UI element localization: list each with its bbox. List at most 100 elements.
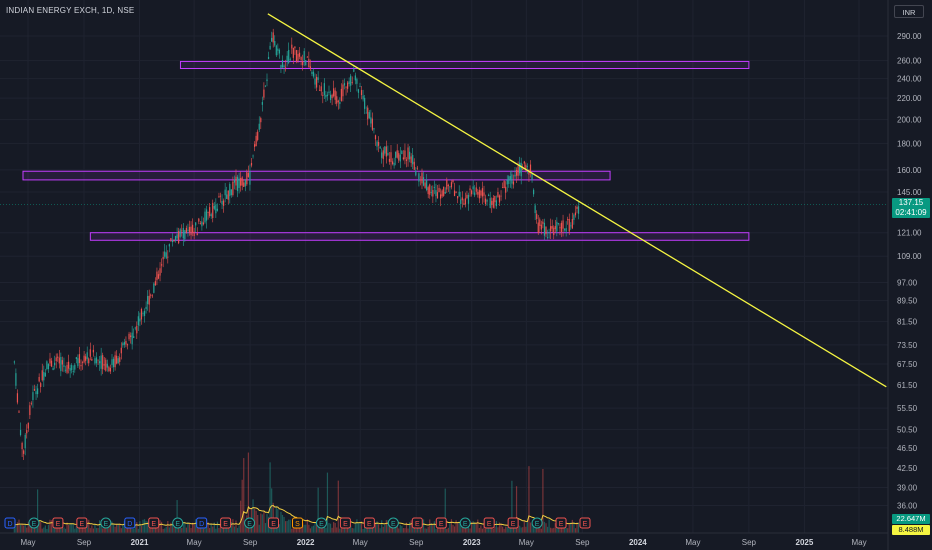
event-marker[interactable] bbox=[339, 517, 351, 529]
volume-bar bbox=[38, 521, 40, 533]
volume-bar bbox=[362, 528, 364, 533]
volume-bar bbox=[494, 527, 496, 533]
volume-bar bbox=[548, 519, 550, 533]
zone-rect[interactable] bbox=[179, 60, 750, 70]
candle-body bbox=[193, 231, 195, 237]
event-marker[interactable] bbox=[268, 517, 280, 529]
event-marker[interactable] bbox=[76, 517, 88, 529]
candle-body bbox=[402, 157, 404, 160]
event-marker[interactable] bbox=[507, 517, 519, 529]
currency-button[interactable]: INR bbox=[894, 5, 924, 18]
event-marker[interactable] bbox=[4, 517, 16, 529]
candle-body bbox=[263, 89, 265, 98]
candle-body bbox=[246, 171, 248, 185]
candle-body bbox=[418, 173, 420, 182]
volume-bar bbox=[453, 526, 456, 533]
candle-body bbox=[337, 100, 339, 103]
candle-body bbox=[373, 128, 375, 130]
volume-bar bbox=[325, 527, 327, 533]
event-marker-label: E bbox=[511, 521, 516, 528]
candle-body bbox=[433, 187, 435, 188]
event-marker[interactable] bbox=[28, 517, 40, 529]
event-marker-label: E bbox=[247, 521, 252, 528]
candle-body bbox=[565, 228, 567, 232]
event-marker-label: E bbox=[32, 521, 37, 528]
volume-bar bbox=[119, 523, 121, 533]
x-tick-label: 2025 bbox=[796, 538, 814, 547]
x-tick-label: Sep bbox=[77, 538, 92, 547]
candle-body bbox=[137, 316, 139, 326]
event-marker[interactable] bbox=[292, 517, 303, 529]
support-resistance-zones[interactable] bbox=[22, 60, 750, 241]
volume-bar bbox=[484, 528, 487, 533]
event-marker[interactable] bbox=[435, 517, 447, 529]
candle-body bbox=[439, 194, 442, 199]
event-marker[interactable] bbox=[459, 517, 471, 529]
volume-bar bbox=[95, 528, 98, 533]
candle-body bbox=[376, 141, 378, 147]
event-marker[interactable] bbox=[483, 517, 495, 529]
zone-rect[interactable] bbox=[89, 232, 750, 241]
candle-body bbox=[85, 356, 87, 361]
event-marker[interactable] bbox=[220, 517, 232, 529]
volume-bar bbox=[512, 528, 515, 533]
event-marker[interactable] bbox=[315, 517, 327, 529]
candle-body bbox=[182, 227, 184, 239]
candle-body bbox=[560, 222, 563, 232]
candle-body bbox=[218, 196, 220, 198]
candle-body bbox=[548, 232, 550, 234]
candle-body bbox=[185, 227, 187, 233]
volume-bar bbox=[500, 523, 502, 533]
event-marker[interactable] bbox=[579, 517, 591, 529]
candle-body bbox=[41, 370, 43, 381]
candle-body bbox=[249, 171, 251, 185]
candle-body bbox=[71, 365, 73, 371]
event-marker[interactable] bbox=[363, 517, 375, 529]
event-marker[interactable] bbox=[52, 517, 64, 529]
event-marker[interactable] bbox=[148, 517, 160, 529]
event-marker[interactable] bbox=[244, 517, 256, 529]
candle-body bbox=[47, 363, 50, 370]
volume-bar bbox=[33, 525, 36, 533]
price-axis[interactable]: 290.00 260.00 240.00 220.00 200.00 180.00 160.… bbox=[887, 0, 922, 550]
trendline[interactable] bbox=[267, 13, 887, 388]
event-marker[interactable] bbox=[555, 517, 567, 529]
candle-body bbox=[156, 271, 158, 281]
event-marker[interactable] bbox=[124, 517, 136, 529]
volume-bar bbox=[235, 520, 237, 533]
volume-bar bbox=[480, 525, 482, 533]
event-marker[interactable] bbox=[196, 517, 208, 529]
event-marker[interactable] bbox=[387, 517, 399, 529]
candle-body bbox=[139, 318, 141, 322]
zone-rect[interactable] bbox=[22, 170, 611, 181]
volume-bar bbox=[573, 522, 575, 533]
volume-bar bbox=[289, 519, 291, 533]
x-tick-label: May bbox=[851, 538, 866, 547]
candle-body bbox=[109, 367, 112, 372]
candle-body bbox=[261, 102, 263, 105]
candle-body bbox=[105, 359, 107, 371]
volume-bar bbox=[542, 468, 544, 533]
event-marker[interactable] bbox=[172, 517, 184, 529]
volume-bar bbox=[452, 524, 454, 533]
volume-bar bbox=[477, 519, 479, 533]
volume-bar bbox=[443, 527, 445, 533]
volume-bar bbox=[407, 528, 409, 533]
candle-body bbox=[133, 336, 135, 338]
candle-body bbox=[160, 264, 163, 266]
volume-bar bbox=[164, 528, 166, 533]
time-axis[interactable]: May Sep 2021 May Sep 2022 May Sep 2023 May Sep 2024… bbox=[0, 532, 888, 547]
volume-bar bbox=[105, 525, 107, 533]
event-marker[interactable] bbox=[100, 517, 112, 529]
candle-body bbox=[195, 222, 197, 226]
volume-bar bbox=[21, 524, 23, 533]
volume-bar bbox=[269, 462, 271, 533]
candle-body bbox=[350, 75, 352, 86]
volume-bar bbox=[413, 527, 415, 533]
event-marker[interactable] bbox=[531, 517, 543, 529]
candle-body bbox=[532, 189, 535, 195]
event-marker[interactable] bbox=[411, 517, 423, 529]
candle-body bbox=[280, 65, 282, 69]
